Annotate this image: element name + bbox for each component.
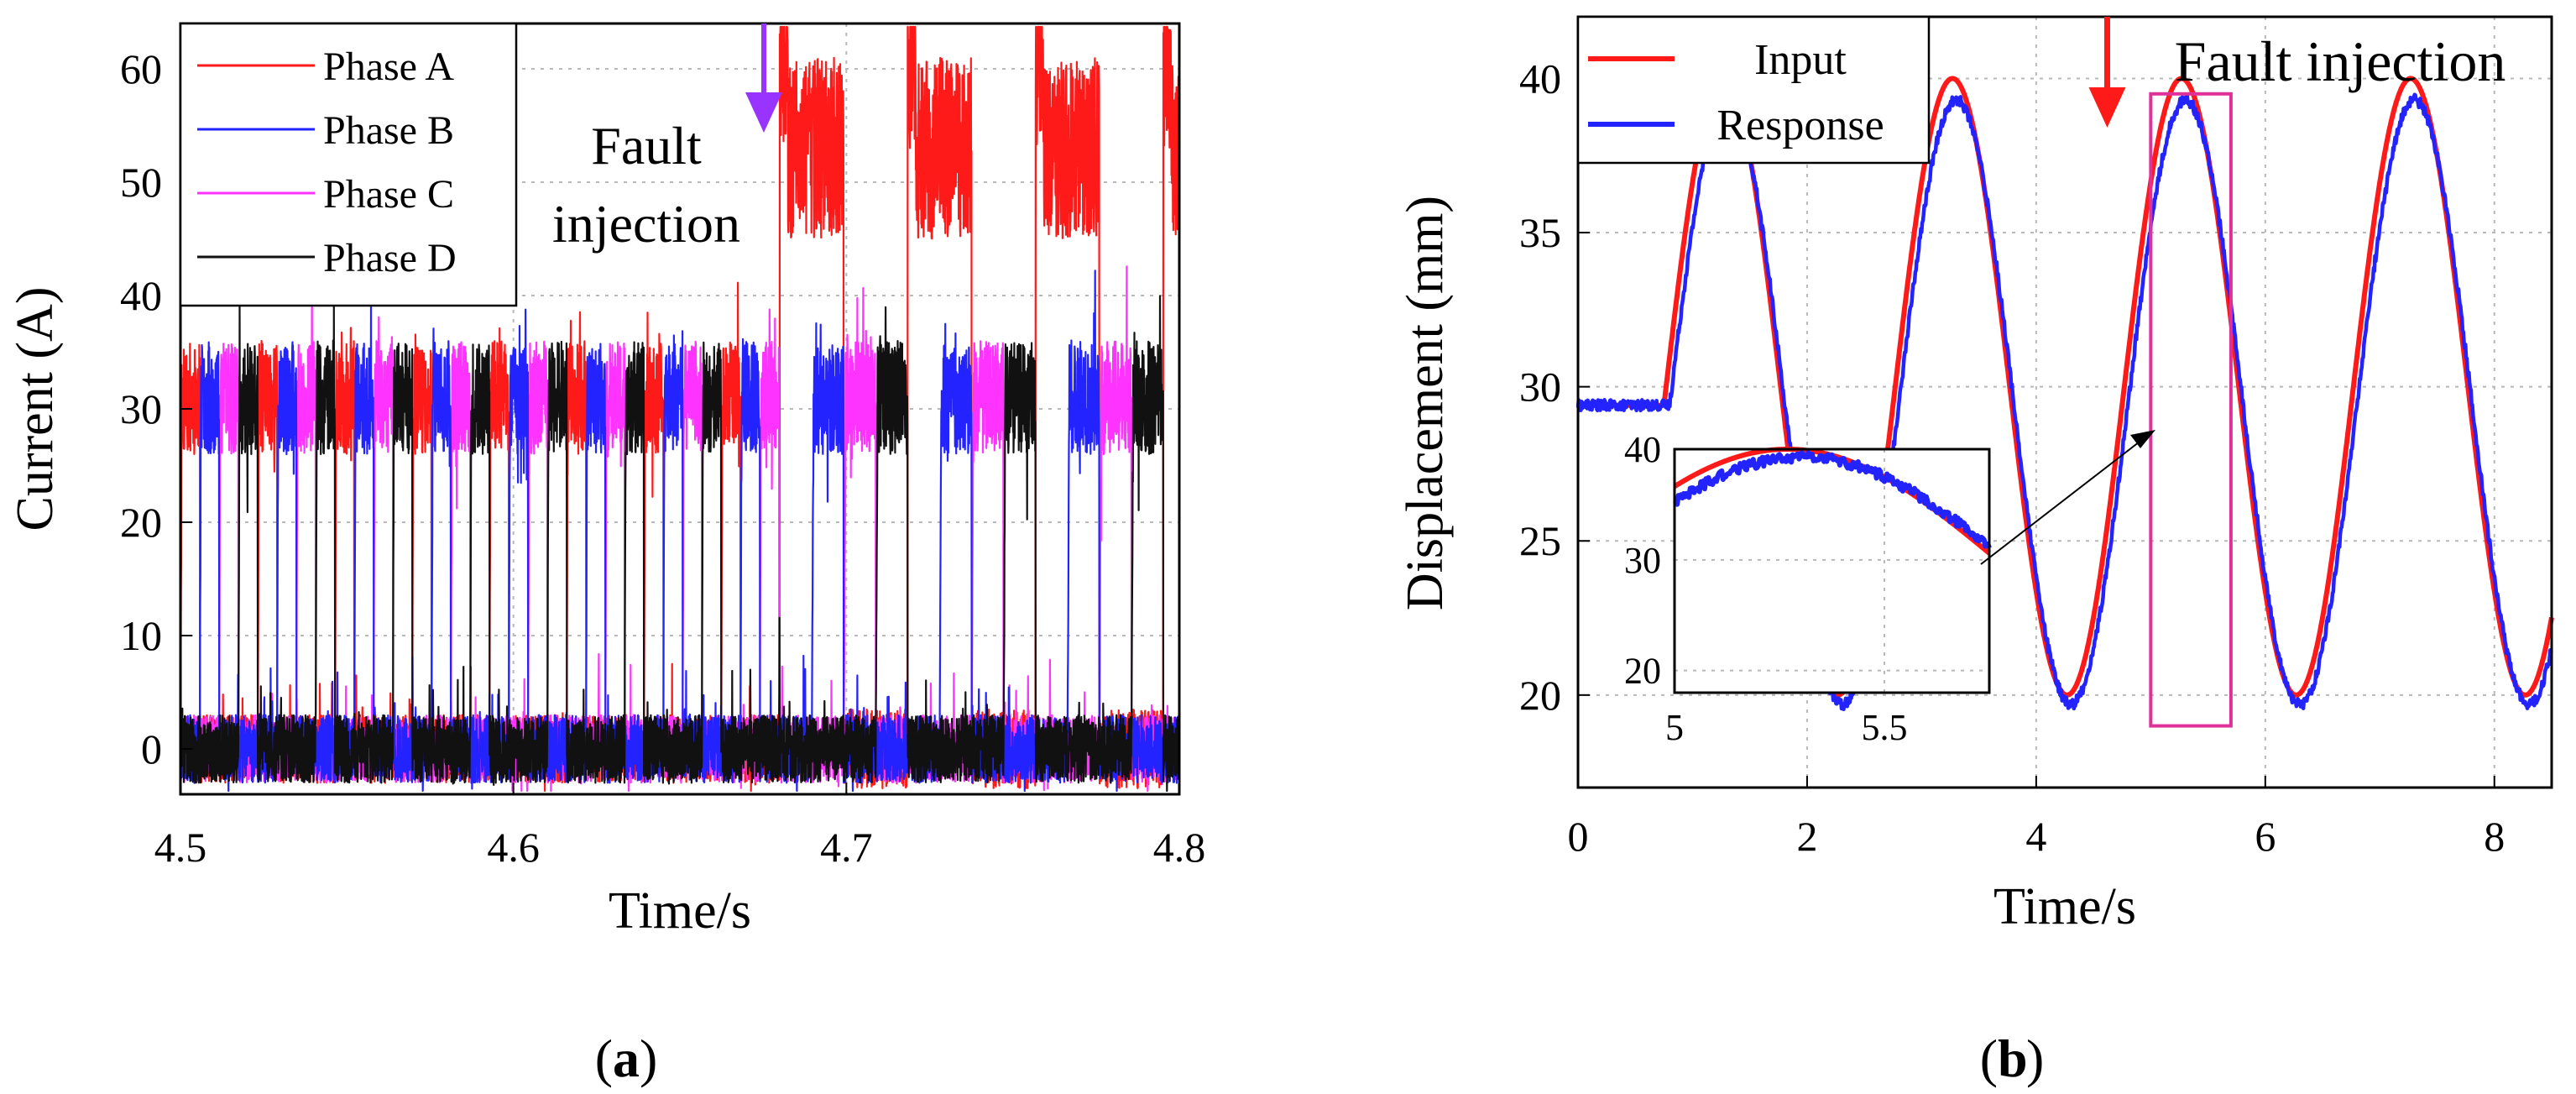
panel-a-ytick-label: 0 <box>141 725 162 772</box>
panel-a-fault-text-line1: Fault <box>591 116 702 175</box>
panel-b-zoom-box <box>2149 92 2233 728</box>
caption-a-open: ( <box>595 1029 613 1088</box>
panel-a-ytick-label: 30 <box>120 385 162 432</box>
panel-b-ticks: 0 2 4 6 8 20 25 30 35 40 <box>1519 55 2505 860</box>
panel-b-xtick-label: 8 <box>2484 813 2505 860</box>
panel-a-ytick-label: 20 <box>120 499 162 546</box>
panel-b-fault-arrow-head <box>2088 87 2126 128</box>
panel-b-xtick-label: 2 <box>1796 813 1817 860</box>
panel-a-fault-annotation: Fault injection <box>552 24 782 254</box>
inset-ticks: 5 5.5 20 30 40 <box>1624 429 1908 748</box>
panel-b-legend-box <box>1576 15 1931 165</box>
caption-b-open: ( <box>1980 1029 1998 1088</box>
panel-b-ytick-label: 25 <box>1519 517 1561 564</box>
inset-frame <box>1673 448 1991 694</box>
inset-ytick-label: 20 <box>1624 651 1661 692</box>
panel-a-fault-arrow-head <box>745 92 782 133</box>
caption-a-letter: a <box>613 1029 640 1088</box>
panel-a-ylabel: Current (A) <box>7 287 64 531</box>
panel-b-ytick-label: 35 <box>1519 209 1561 256</box>
inset-series-response <box>1673 450 1992 549</box>
panel-a-xtick-label: 4.5 <box>154 824 207 871</box>
caption-b-letter: b <box>1998 1029 2028 1088</box>
panel-b-ytick-label: 30 <box>1519 364 1561 411</box>
legend-label-phase-d: Phase D <box>323 236 457 280</box>
inset-xtick-label: 5.5 <box>1862 707 1908 748</box>
legend-label-response: Response <box>1716 102 1884 149</box>
panel-b-xlabel: Time/s <box>1993 878 2136 935</box>
panel-a-ticks: 4.5 4.6 4.7 4.8 0 10 20 30 40 50 60 <box>120 45 1205 871</box>
panel-b-inset: 5 5.5 20 30 40 <box>1624 429 1992 748</box>
panel-b-fault-text: Fault injection <box>2175 29 2506 93</box>
panel-a-xtick-label: 4.8 <box>1153 824 1206 871</box>
inset-ytick-label: 30 <box>1624 540 1661 581</box>
panel-a: 4.5 4.6 4.7 4.8 0 10 20 30 40 50 60 Time/s Current… <box>7 22 1205 940</box>
inset-background <box>1675 449 1989 693</box>
panel-a-ytick-label: 40 <box>120 272 162 319</box>
panel-a-ytick-label: 10 <box>120 612 162 659</box>
zoom-pointer-arrowhead <box>2130 430 2155 448</box>
panel-a-legend-box <box>179 22 518 307</box>
panel-a-ytick-label: 60 <box>120 45 162 92</box>
panel-b-fault-annotation: Fault injection <box>2088 17 2505 128</box>
panel-b-xtick-label: 6 <box>2255 813 2276 860</box>
panel-b-ytick-label: 20 <box>1519 672 1561 719</box>
caption-b-close: ) <box>2026 1029 2044 1088</box>
panel-b-ylabel: Displacement (mm) <box>1397 196 1454 610</box>
panel-a-ytick-label: 50 <box>120 159 162 206</box>
panel-b: 0 2 4 6 8 20 25 30 35 40 Time/s Displacement (mm)… <box>1397 15 2554 935</box>
panel-b-legend: Input Response <box>1576 15 1931 165</box>
caption-a: ( a ) <box>595 1029 658 1088</box>
zoom-pointer-line <box>1980 438 2144 565</box>
panel-b-ytick-label: 40 <box>1519 55 1561 102</box>
panel-b-xtick-label: 4 <box>2025 813 2046 860</box>
inset-xtick-label: 5 <box>1665 707 1684 748</box>
panel-a-xlabel: Time/s <box>609 882 751 940</box>
panel-a-xtick-label: 4.6 <box>487 824 540 871</box>
legend-label-phase-c: Phase C <box>323 172 454 217</box>
series-phase-d <box>179 295 1181 793</box>
caption-b: ( b ) <box>1980 1029 2045 1088</box>
panel-a-legend: Phase A Phase B Phase C Phase D <box>179 22 518 307</box>
legend-label-input: Input <box>1754 36 1847 84</box>
panel-a-xtick-label: 4.7 <box>820 824 873 871</box>
panel-a-series <box>179 25 1181 793</box>
panel-b-frame <box>1576 15 2553 789</box>
inset-ytick-label: 40 <box>1624 429 1661 470</box>
legend-label-phase-b: Phase B <box>323 108 454 153</box>
caption-a-close: ) <box>640 1029 657 1088</box>
inset-series <box>1673 447 1992 556</box>
panel-b-xtick-label: 0 <box>1568 813 1589 860</box>
panel-a-fault-text-line2: injection <box>552 194 740 254</box>
legend-label-phase-a: Phase A <box>323 44 454 89</box>
